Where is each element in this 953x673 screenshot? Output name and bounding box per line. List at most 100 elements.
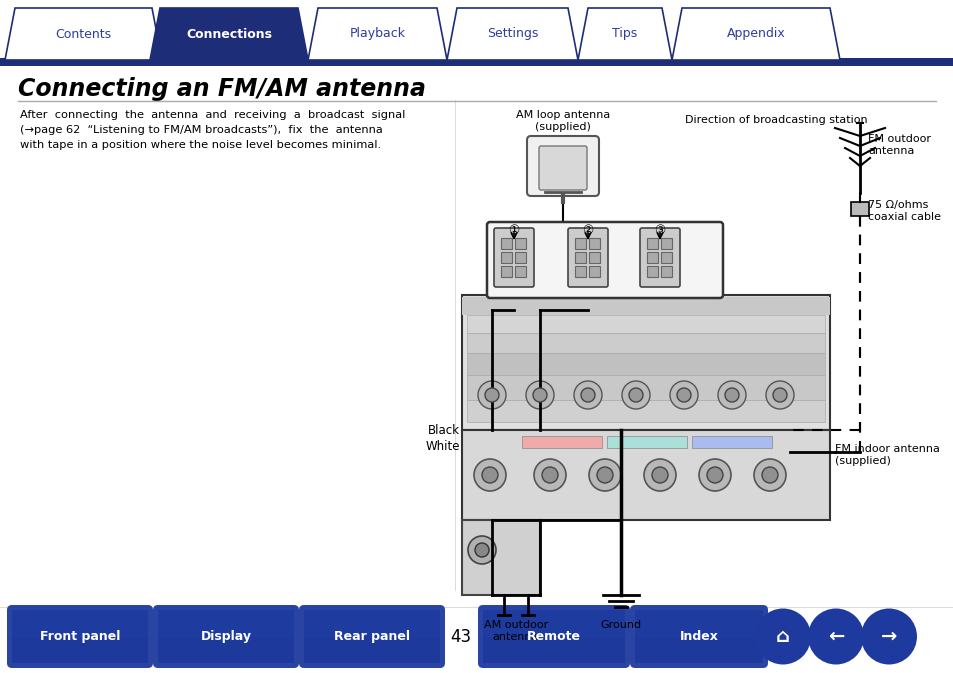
Circle shape	[525, 381, 554, 409]
Text: Index: Index	[679, 630, 718, 643]
Text: Front panel: Front panel	[40, 630, 120, 643]
FancyBboxPatch shape	[486, 222, 722, 298]
Bar	[467, 333, 824, 353]
FancyBboxPatch shape	[567, 228, 607, 287]
Text: →: →	[880, 627, 896, 646]
Text: 75 Ω/ohms
coaxial cable: 75 Ω/ohms coaxial cable	[867, 200, 940, 221]
Polygon shape	[5, 8, 162, 60]
Bar	[515, 266, 525, 277]
Bar	[500, 252, 512, 263]
Polygon shape	[671, 8, 840, 60]
Text: Direction of broadcasting station: Direction of broadcasting station	[684, 115, 866, 125]
Text: ①: ①	[508, 223, 519, 236]
Text: Tips: Tips	[612, 28, 637, 40]
Circle shape	[765, 381, 793, 409]
Polygon shape	[447, 8, 578, 60]
Bar	[515, 238, 525, 249]
Text: Black: Black	[428, 423, 459, 437]
Polygon shape	[150, 8, 308, 60]
Bar	[461, 430, 829, 520]
Bar	[646, 238, 658, 249]
Circle shape	[861, 608, 916, 664]
Circle shape	[706, 467, 722, 483]
Circle shape	[761, 467, 778, 483]
Bar	[575, 252, 585, 263]
Bar	[646, 252, 658, 263]
FancyBboxPatch shape	[12, 637, 148, 663]
FancyBboxPatch shape	[482, 637, 624, 663]
Circle shape	[669, 381, 698, 409]
FancyBboxPatch shape	[477, 605, 629, 668]
Text: White: White	[425, 441, 459, 454]
Circle shape	[468, 536, 496, 564]
Circle shape	[574, 381, 601, 409]
FancyBboxPatch shape	[304, 610, 439, 637]
FancyBboxPatch shape	[635, 637, 762, 663]
Bar	[521, 436, 601, 448]
Text: ←: ←	[827, 627, 843, 646]
Bar	[646, 266, 658, 277]
Bar	[461, 297, 829, 315]
Text: Contents: Contents	[55, 28, 112, 40]
Bar	[0, 58, 953, 66]
Bar	[467, 400, 824, 422]
Text: Display: Display	[200, 630, 252, 643]
Text: Settings: Settings	[486, 28, 537, 40]
Text: Rear panel: Rear panel	[334, 630, 410, 643]
Text: with tape in a position where the noise level becomes minimal.: with tape in a position where the noise …	[20, 140, 381, 150]
Bar	[467, 353, 824, 375]
Text: ③: ③	[654, 223, 665, 236]
FancyBboxPatch shape	[482, 610, 624, 637]
Text: FM indoor antenna
(supplied): FM indoor antenna (supplied)	[834, 444, 939, 466]
Bar	[660, 252, 671, 263]
Circle shape	[477, 381, 505, 409]
Circle shape	[677, 388, 690, 402]
Text: AM outdoor
antenna: AM outdoor antenna	[483, 620, 548, 641]
Bar	[588, 252, 599, 263]
Circle shape	[699, 459, 730, 491]
Bar	[461, 295, 829, 430]
FancyBboxPatch shape	[629, 605, 767, 668]
Bar	[588, 238, 599, 249]
Circle shape	[807, 608, 863, 664]
Circle shape	[772, 388, 786, 402]
FancyBboxPatch shape	[635, 610, 762, 637]
FancyBboxPatch shape	[12, 610, 148, 637]
Circle shape	[474, 459, 505, 491]
Bar	[467, 315, 824, 333]
Text: Appendix: Appendix	[726, 28, 784, 40]
Circle shape	[643, 459, 676, 491]
Text: 43: 43	[450, 627, 471, 645]
Bar	[467, 375, 824, 400]
Circle shape	[753, 459, 785, 491]
Bar	[575, 266, 585, 277]
Text: AM loop antenna
(supplied): AM loop antenna (supplied)	[516, 110, 610, 132]
Bar	[660, 238, 671, 249]
Bar	[606, 436, 686, 448]
Text: (→page 62  “Listening to FM/AM broadcasts”),  fix  the  antenna: (→page 62 “Listening to FM/AM broadcasts…	[20, 125, 382, 135]
Circle shape	[651, 467, 667, 483]
Circle shape	[597, 467, 613, 483]
Polygon shape	[308, 8, 447, 60]
FancyBboxPatch shape	[526, 136, 598, 196]
Circle shape	[588, 459, 620, 491]
Bar	[691, 436, 771, 448]
Circle shape	[534, 459, 565, 491]
Circle shape	[718, 381, 745, 409]
FancyBboxPatch shape	[639, 228, 679, 287]
FancyBboxPatch shape	[152, 605, 298, 668]
Circle shape	[580, 388, 595, 402]
FancyBboxPatch shape	[494, 228, 534, 287]
Bar	[575, 238, 585, 249]
Bar	[850, 202, 868, 216]
Circle shape	[621, 381, 649, 409]
Text: Remote: Remote	[526, 630, 580, 643]
Text: ②: ②	[581, 223, 593, 236]
Text: ⌂: ⌂	[775, 627, 789, 646]
FancyBboxPatch shape	[538, 146, 586, 190]
Bar	[461, 520, 539, 595]
Text: Connections: Connections	[186, 28, 272, 40]
FancyBboxPatch shape	[7, 605, 152, 668]
Polygon shape	[578, 8, 671, 60]
Text: Connecting an FM/AM antenna: Connecting an FM/AM antenna	[18, 77, 426, 101]
